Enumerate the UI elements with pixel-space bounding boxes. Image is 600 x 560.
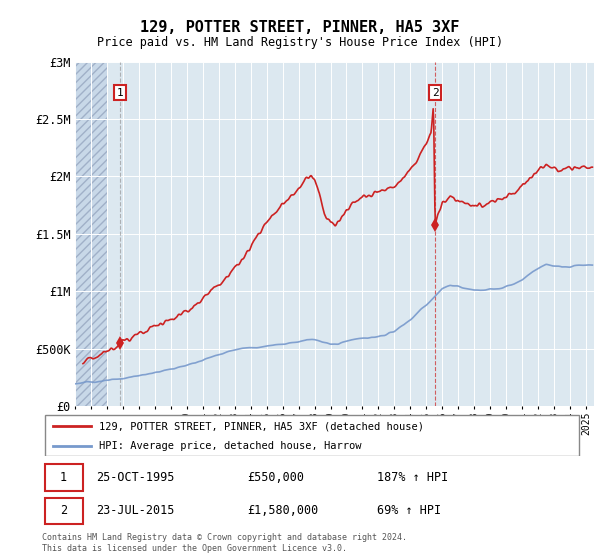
- Text: 129, POTTER STREET, PINNER, HA5 3XF (detached house): 129, POTTER STREET, PINNER, HA5 3XF (det…: [98, 421, 424, 431]
- Text: 1: 1: [60, 471, 67, 484]
- Text: 1: 1: [116, 87, 124, 97]
- Text: 69% ↑ HPI: 69% ↑ HPI: [377, 505, 441, 517]
- Bar: [75, 62, 107, 406]
- Text: 23-JUL-2015: 23-JUL-2015: [96, 505, 175, 517]
- Text: 187% ↑ HPI: 187% ↑ HPI: [377, 471, 448, 484]
- FancyBboxPatch shape: [45, 464, 83, 491]
- FancyBboxPatch shape: [45, 498, 83, 524]
- Text: £1,580,000: £1,580,000: [247, 505, 319, 517]
- Bar: [75, 62, 107, 406]
- Text: Price paid vs. HM Land Registry's House Price Index (HPI): Price paid vs. HM Land Registry's House …: [97, 36, 503, 49]
- Text: HPI: Average price, detached house, Harrow: HPI: Average price, detached house, Harr…: [98, 441, 361, 451]
- Text: £550,000: £550,000: [247, 471, 304, 484]
- Text: 129, POTTER STREET, PINNER, HA5 3XF: 129, POTTER STREET, PINNER, HA5 3XF: [140, 20, 460, 35]
- Text: 2: 2: [432, 87, 439, 97]
- FancyBboxPatch shape: [45, 416, 580, 456]
- Text: 2: 2: [60, 505, 67, 517]
- Text: Contains HM Land Registry data © Crown copyright and database right 2024.
This d: Contains HM Land Registry data © Crown c…: [42, 533, 407, 553]
- Text: 25-OCT-1995: 25-OCT-1995: [96, 471, 175, 484]
